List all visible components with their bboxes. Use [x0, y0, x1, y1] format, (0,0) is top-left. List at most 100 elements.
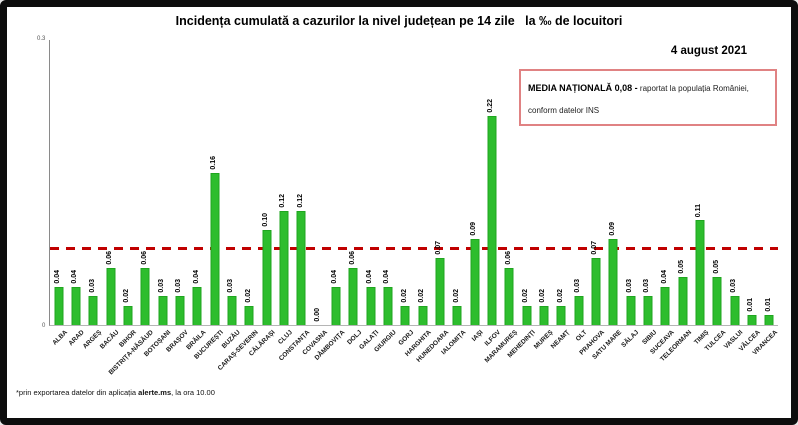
- bar-group: 0.09 SATU MARE: [591, 40, 623, 361]
- bar: [764, 315, 774, 325]
- bar-value-label: 0.06: [348, 251, 356, 265]
- bar-group: 0.02 HARGHITA: [404, 40, 433, 357]
- bar-group: 0.01 VRANCEA: [752, 40, 780, 356]
- bar-value-label: 0.05: [712, 260, 720, 274]
- bar-group: 0.02 MUREȘ: [532, 40, 554, 350]
- bar-group: 0.06 BISTRIȚA-NĂSĂUD: [108, 40, 155, 376]
- bar-group: 0.02 CARAȘ-SEVERIN: [216, 40, 259, 372]
- bar-value-label: 0.02: [522, 289, 530, 303]
- bar-group: 0.09 IAȘI: [466, 40, 485, 343]
- bar-value-label: 0.07: [591, 241, 599, 255]
- x-axis-category-label: ALBA: [50, 329, 69, 347]
- bar: [712, 277, 722, 325]
- bar: [123, 306, 133, 325]
- bar: [296, 211, 306, 325]
- bar: [348, 268, 358, 325]
- bar-value-label: 0.04: [54, 270, 62, 284]
- footnote-prefix: *prin exportarea datelor din aplicația: [16, 388, 139, 397]
- bar-value-label: 0.04: [71, 270, 79, 284]
- bar-value-label: 0.03: [158, 279, 166, 293]
- bar-group: 0.10 CĂLĂRAȘI: [248, 40, 277, 357]
- bar-group: 0.16 BUCUREȘTI: [193, 40, 225, 360]
- bar-group: 0.07 PRAHOVA: [578, 40, 606, 356]
- bar-value-label: 0.03: [643, 279, 651, 293]
- bar-value-label: 0.03: [626, 279, 634, 293]
- bar-group: 0.04 ARAD: [67, 40, 86, 347]
- bar: [210, 173, 220, 325]
- bar-value-label: 0.03: [730, 279, 738, 293]
- bar-group: 0.03 SĂLAJ: [621, 40, 641, 349]
- bar: [158, 296, 168, 325]
- bar-value-label: 0.03: [175, 279, 183, 293]
- bar-group: 0.04 ALBA: [50, 40, 69, 346]
- bar-group: 0.04 BRĂILA: [185, 40, 207, 351]
- x-axis-category-label: IAȘI: [470, 329, 485, 343]
- bar-group: 0.04 SUCEAVA: [649, 40, 676, 355]
- bar-group: 0.11 TIMIȘ: [691, 40, 710, 346]
- bar-value-label: 0.02: [539, 289, 547, 303]
- bar-group: 0.03 VASLUI: [723, 40, 744, 350]
- bar: [400, 306, 410, 325]
- bar-value-label: 0.01: [764, 298, 772, 312]
- bar: [626, 296, 636, 325]
- bar-value-label: 0.04: [660, 270, 668, 284]
- bar-value-label: 0.09: [470, 222, 478, 236]
- bar-value-label: 0.22: [487, 99, 495, 113]
- bar: [71, 287, 81, 325]
- bar: [366, 287, 376, 325]
- bar: [539, 306, 549, 325]
- bar-value-label: 0.03: [88, 279, 96, 293]
- bar: [192, 287, 202, 325]
- bar-group: 0.02 NEAMȚ: [550, 40, 571, 350]
- footnote-suffix: , la ora 10.00: [171, 388, 215, 397]
- bar-group: 0.03 BUZĂU: [221, 40, 242, 350]
- bar: [522, 306, 532, 325]
- bar-group: 0.04 GIURGIU: [373, 40, 398, 353]
- bar-value-label: 0.11: [695, 203, 703, 217]
- bar: [54, 287, 64, 325]
- bar: [227, 296, 237, 325]
- bar-group: 0.06 DOLJ: [345, 40, 363, 346]
- bar-value-label: 0.05: [678, 260, 686, 274]
- bar-group: 0.02 GORJ: [397, 40, 415, 347]
- bar-value-label: 0.07: [435, 241, 443, 255]
- bar-value-label: 0.02: [556, 289, 564, 303]
- bar-value-label: 0.02: [452, 289, 460, 303]
- bar-value-label: 0.16: [210, 156, 218, 170]
- national-average-line: [50, 247, 778, 250]
- x-axis-category-label: SĂLAJ: [620, 329, 641, 350]
- footnote: *prin exportarea datelor din aplicația a…: [16, 388, 215, 397]
- bar-value-label: 0.06: [140, 251, 148, 265]
- bar: [660, 287, 670, 325]
- chart-title: Incidența cumulată a cazurilor la nivel …: [175, 14, 623, 28]
- bar-value-label: 0.02: [123, 289, 131, 303]
- footnote-app-name: alerte.ms: [138, 388, 172, 397]
- bar: [678, 277, 688, 325]
- bar: [279, 211, 289, 325]
- bar: [470, 239, 480, 325]
- national-average-note: raportat la populația României,: [637, 84, 749, 93]
- bar-group: 0.03 BRAȘOV: [165, 40, 190, 353]
- bar-value-label: 0.03: [574, 279, 582, 293]
- bar: [106, 268, 116, 325]
- bar: [574, 296, 584, 325]
- bar: [608, 239, 618, 325]
- bar-group: 0.12 CLUJ: [275, 40, 294, 346]
- bar-group: 0.02 MEHEDINȚI: [506, 40, 536, 359]
- bar: [244, 306, 254, 325]
- bar: [331, 287, 341, 325]
- bar: [591, 258, 601, 325]
- bar-value-label: 0.00: [314, 308, 322, 322]
- y-axis-tick-top: 0.3: [37, 36, 46, 42]
- bar-value-label: 0.12: [279, 194, 287, 208]
- bar-group: 0.07 HUNEDOARA: [415, 40, 450, 363]
- bar: [88, 296, 98, 325]
- bar-group: 0.01 VÂLCEA: [738, 40, 762, 352]
- bar: [487, 116, 497, 325]
- bar: [262, 230, 272, 325]
- bar: [747, 315, 757, 325]
- bar-group: 0.03 SIBIU: [639, 40, 658, 346]
- bar-group: 0.03 BOTOȘANI: [143, 40, 172, 358]
- bar-group: 0.12 CONSTANȚA: [278, 40, 311, 362]
